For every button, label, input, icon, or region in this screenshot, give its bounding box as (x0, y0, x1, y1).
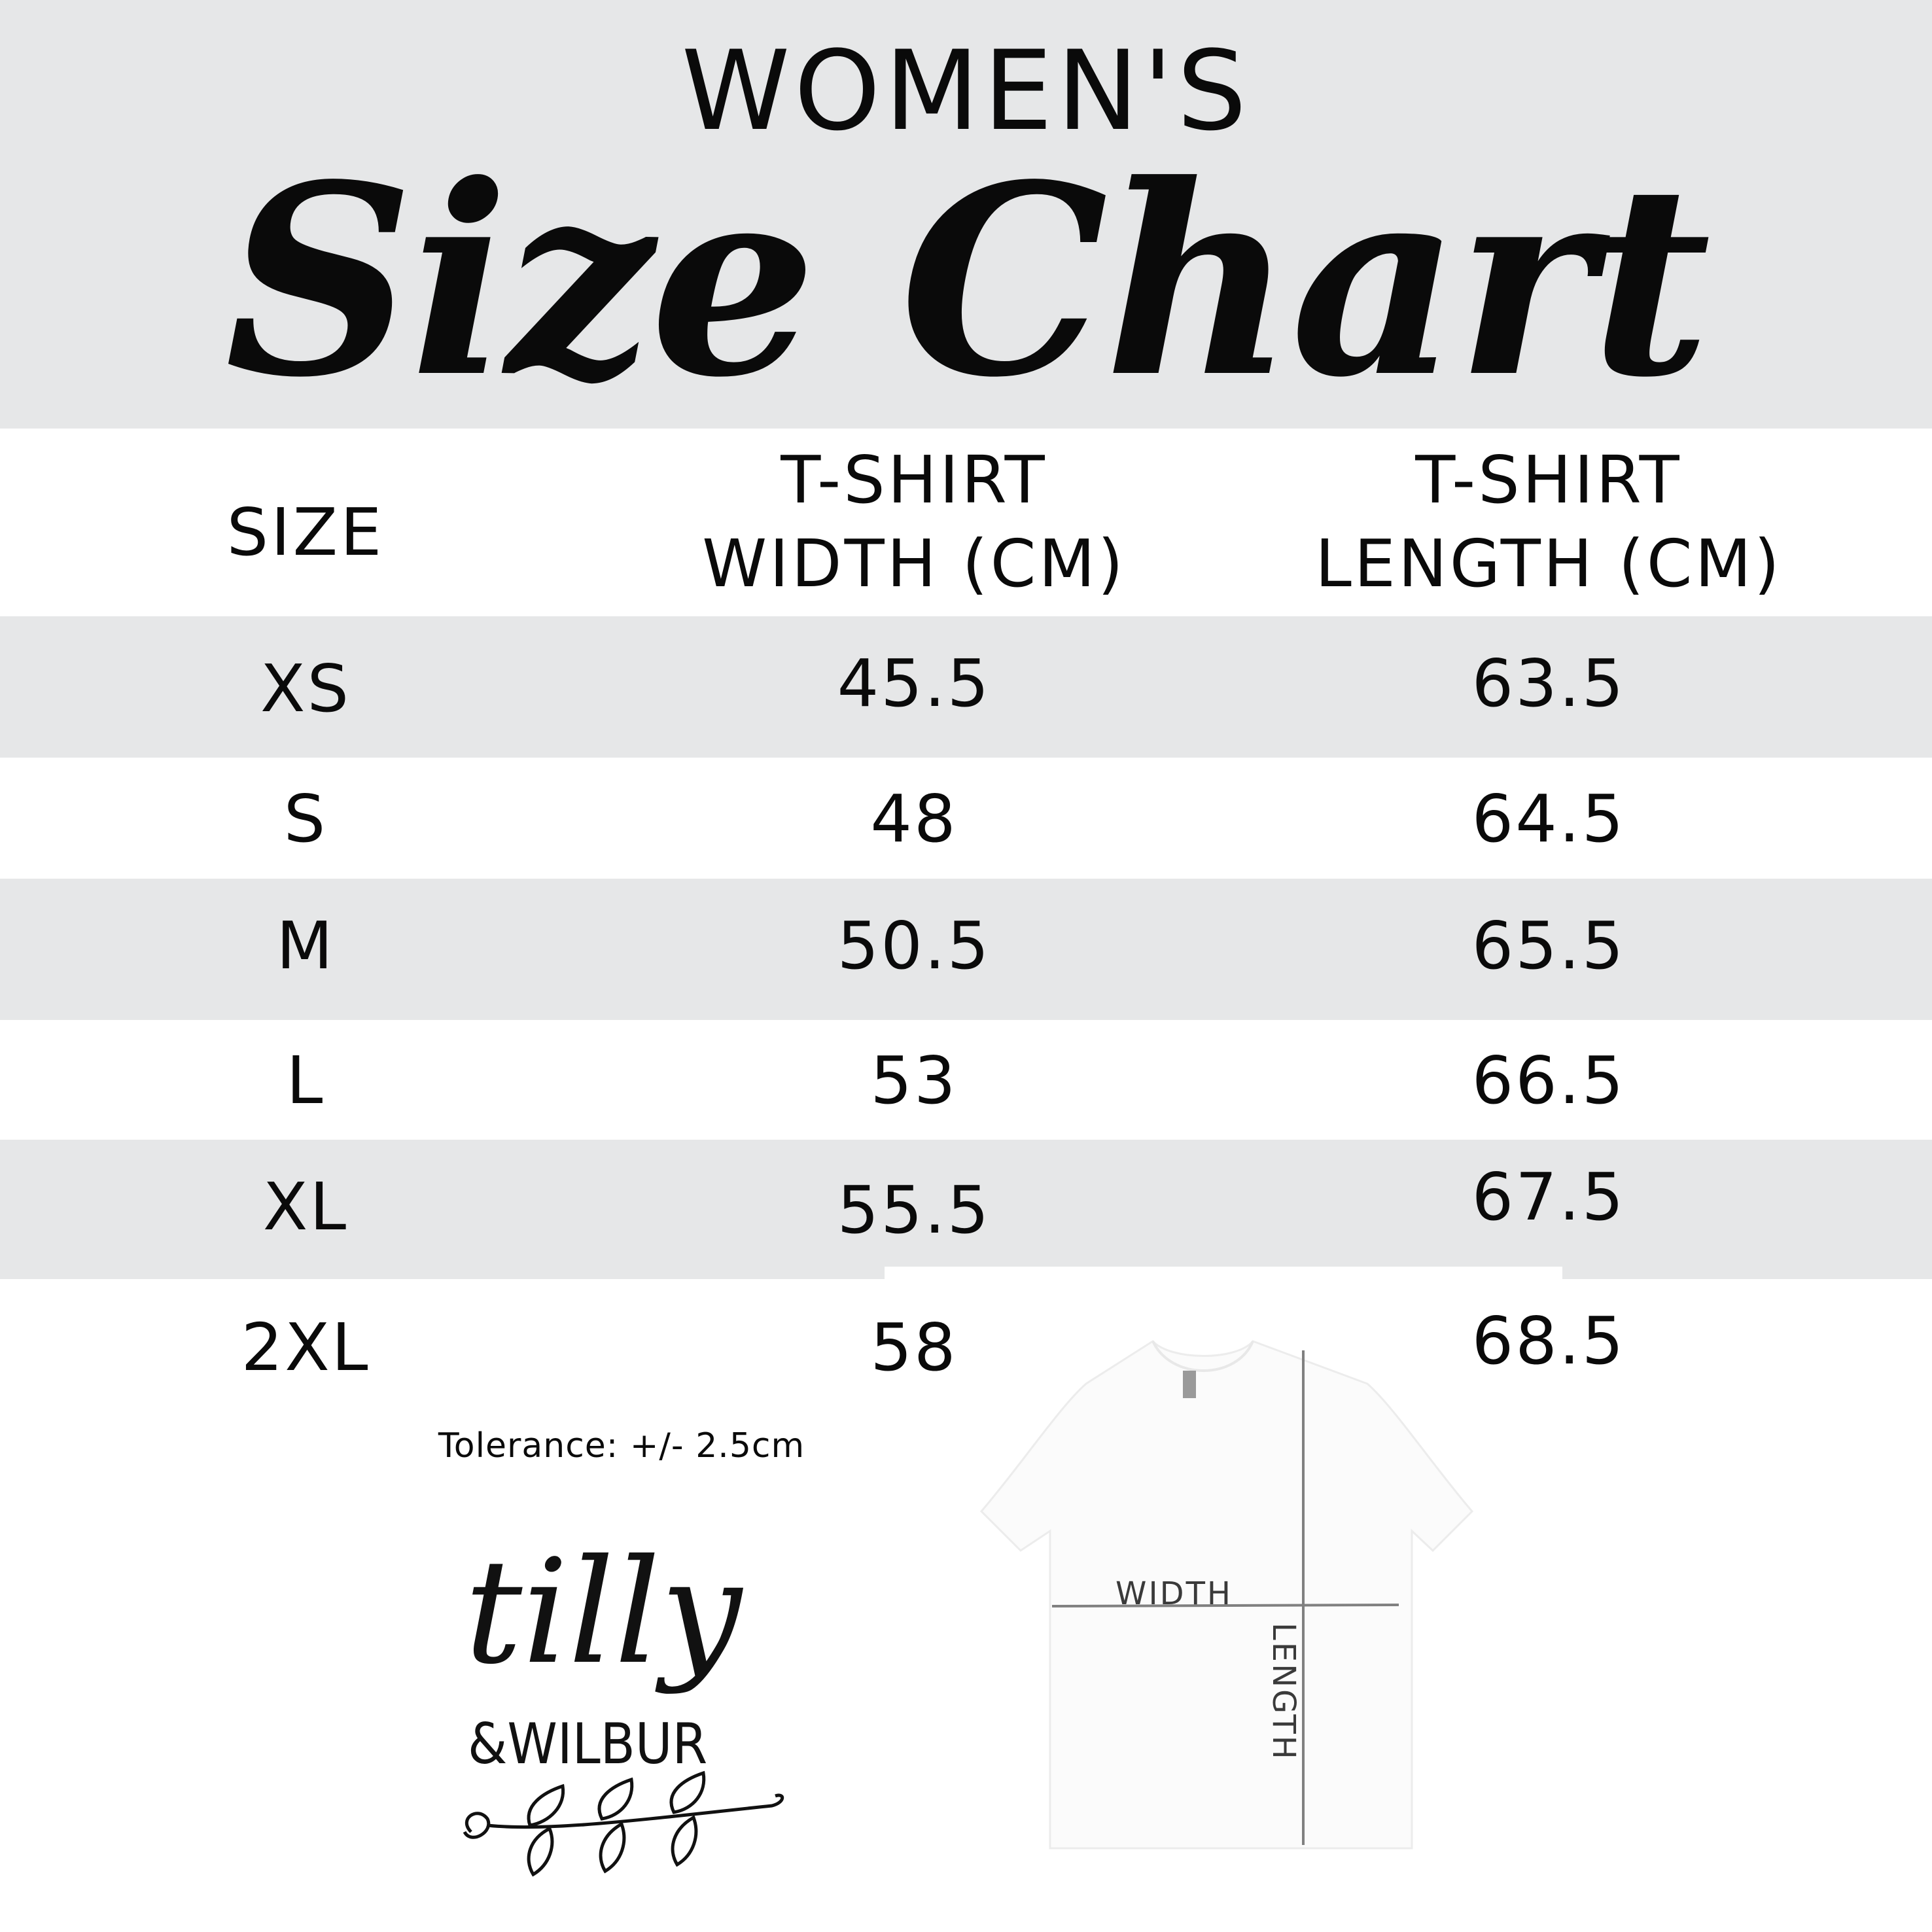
brand-logo: tilly &WILBUR (451, 1524, 792, 1904)
header-band (0, 0, 1932, 429)
length-cell: 63.5 (1471, 645, 1626, 722)
width-cell: 58 (870, 1309, 958, 1386)
width-label: WIDTH (1115, 1575, 1233, 1612)
column-header-width-line2: WIDTH (CM) (702, 525, 1126, 602)
row-band-xs (0, 616, 1932, 758)
logo-wordmark-text: &WILBUR (468, 1712, 707, 1777)
width-cell: 53 (870, 1042, 958, 1119)
width-cell: 50.5 (837, 907, 991, 984)
length-cell: 65.5 (1471, 907, 1626, 984)
leaf-branch-icon (463, 1770, 784, 1877)
tshirt-icon (979, 1340, 1474, 1850)
row-band-xl (0, 1140, 1932, 1279)
brand-logo-graphic: tilly &WILBUR (463, 1528, 784, 1877)
width-cell: 55.5 (837, 1172, 991, 1248)
length-cell: 64.5 (1471, 781, 1626, 857)
band-notch (885, 1267, 1562, 1280)
length-label: LENGTH (1265, 1623, 1302, 1761)
page-title: Size Chart (224, 128, 1712, 435)
column-header-length-line2: LENGTH (CM) (1315, 525, 1782, 602)
subtitle: WOMEN'S (681, 27, 1251, 155)
tolerance-note: Tolerance: +/- 2.5cm (438, 1426, 805, 1466)
size-cell: M (276, 907, 335, 984)
size-cell: XL (262, 1168, 349, 1245)
size-cell: 2XL (241, 1309, 370, 1386)
column-header-width: T-SHIRT WIDTH (CM) (652, 438, 1176, 606)
size-cell: XS (260, 650, 351, 727)
column-header-length: T-SHIRT LENGTH (CM) (1254, 438, 1843, 606)
length-cell: 67.5 (1471, 1159, 1626, 1235)
size-cell: L (286, 1042, 325, 1119)
length-cell: 68.5 (1471, 1303, 1626, 1379)
width-cell: 48 (870, 781, 958, 857)
length-cell: 66.5 (1471, 1042, 1626, 1119)
logo-script-text: tilly (465, 1528, 743, 1696)
tshirt-diagram: WIDTH LENGTH (975, 1335, 1485, 1858)
width-cell: 45.5 (837, 645, 991, 722)
row-band-m (0, 879, 1932, 1020)
column-header-length-line1: T-SHIRT (1415, 442, 1682, 518)
column-header-width-line1: T-SHIRT (781, 442, 1047, 518)
size-cell: S (283, 781, 328, 857)
column-header-size: SIZE (226, 494, 385, 571)
